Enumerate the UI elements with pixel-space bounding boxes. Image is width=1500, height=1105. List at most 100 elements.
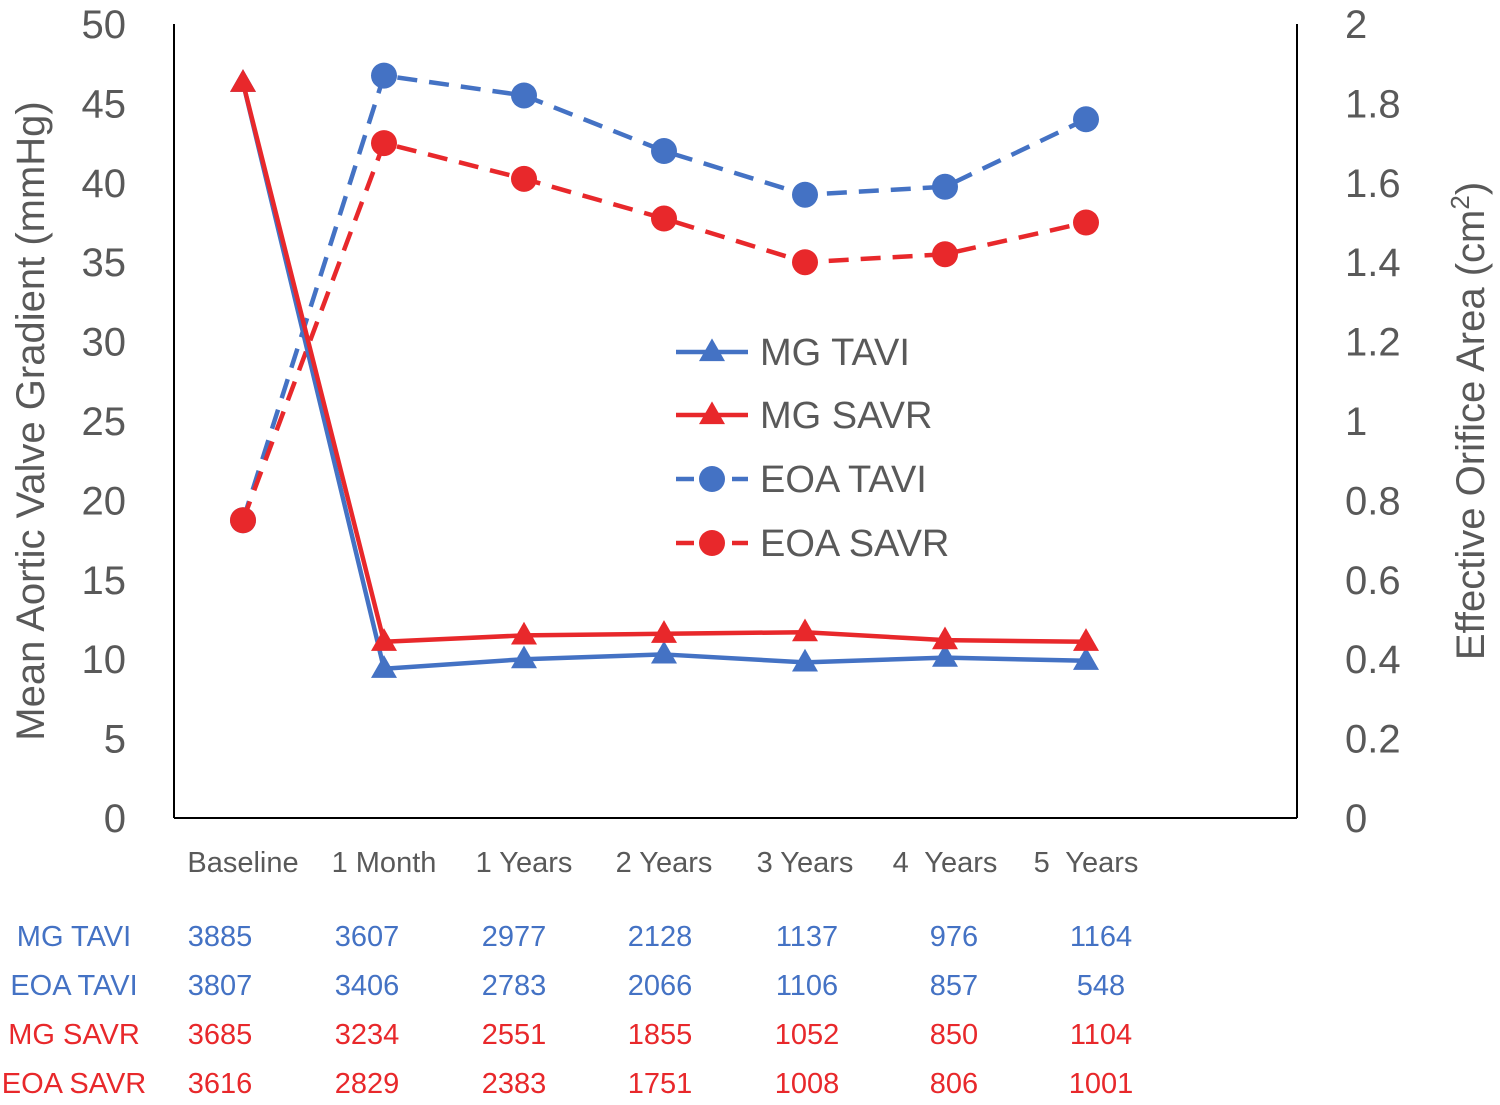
series-layer [230,62,1099,678]
legend: MG TAVI MG SAVR EOA TAVI EOA SAVR [676,332,949,565]
left-tick-label: 5 [104,718,126,762]
x-tick-label: 5 Years [1034,847,1139,879]
risk-cell: 1001 [1069,1068,1134,1100]
legend-item-eoa-savr: EOA SAVR [676,523,949,565]
right-tick-label: 0 [1345,797,1367,841]
right-tick-label: 0.4 [1345,638,1401,682]
right-tick-label: 1.6 [1345,162,1401,206]
left-tick-label: 20 [82,479,127,523]
x-axis-ticks: Baseline 1 Month 1 Years 2 Years 3 Years 4 Ye… [187,847,1138,879]
series-line-eoa-savr [240,140,1087,522]
data-point-eoa-savr [230,507,256,534]
risk-cell: 857 [930,970,978,1002]
left-tick-label: 10 [82,638,127,682]
data-point-eoa-tavi [651,138,677,165]
x-tick-label: Baseline [187,847,298,879]
legend-marker [699,466,725,492]
risk-cell: 3685 [188,1019,253,1051]
risk-cell: 2383 [482,1068,547,1100]
right-y-axis-ticks: 0 0.2 0.4 0.6 0.8 1 1.2 1.4 1.6 1.8 2 [1345,3,1401,841]
left-tick-label: 25 [82,400,127,444]
right-tick-label: 0.8 [1345,479,1401,523]
risk-cell: 1751 [628,1068,693,1100]
data-point-mg-savr [230,69,256,92]
risk-cell: 2128 [628,921,693,953]
risk-row-label: EOA TAVI [10,970,137,1002]
risk-row-label: MG SAVR [8,1019,140,1051]
risk-cell: 1106 [776,970,838,1002]
risk-cell: 3406 [335,970,400,1002]
right-tick-label: 0.6 [1345,559,1401,603]
legend-label: EOA SAVR [760,523,949,565]
data-point-eoa-savr [1073,209,1099,236]
left-tick-label: 0 [104,797,126,841]
risk-row-label: EOA SAVR [2,1068,147,1100]
risk-cell: 1052 [775,1019,840,1051]
data-point-eoa-tavi [371,62,397,89]
left-tick-label: 15 [82,559,127,603]
right-tick-label: 1 [1345,400,1367,444]
risk-row-mg-savr: MG SAVR 3685 3234 2551 1855 1052 850 1104 [8,1019,1132,1051]
data-point-mg-savr [651,620,677,643]
right-y-axis-label-sup: 2 [1445,195,1475,209]
risk-cell: 3885 [188,921,253,953]
data-point-eoa-tavi [1073,106,1099,133]
risk-cell: 2066 [628,970,693,1002]
risk-row-eoa-tavi: EOA TAVI 3807 3406 2783 2066 1106 857 548 [10,970,1125,1002]
left-tick-label: 40 [82,162,127,206]
data-point-eoa-tavi [932,173,958,200]
data-point-mg-savr [511,621,537,645]
risk-row-mg-tavi: MG TAVI 3885 3607 2977 2128 1137 976 1164 [17,921,1132,953]
right-tick-label: 0.2 [1345,718,1401,762]
series-eoa-tavi [230,62,1099,534]
data-point-mg-savr [371,628,397,651]
data-point-mg-tavi [511,645,537,669]
data-point-mg-tavi [371,655,397,678]
right-y-axis-label: Effective Orifice Area (cm2) [1445,182,1493,660]
legend-item-mg-tavi: MG TAVI [676,332,910,374]
left-tick-label: 30 [82,321,127,365]
risk-cell: 850 [930,1019,978,1051]
legend-item-mg-savr: MG SAVR [676,395,932,437]
risk-cell: 3607 [335,921,400,953]
data-point-mg-tavi [932,643,958,667]
data-point-eoa-savr [932,241,958,268]
left-tick-label: 50 [82,3,127,47]
risk-cell: 1104 [1070,1019,1132,1051]
data-point-mg-tavi [1073,647,1099,670]
data-point-mg-savr [932,626,958,650]
risk-cell: 3807 [188,970,253,1002]
x-tick-label: 4 Years [893,847,998,879]
x-tick-label: 1 Month [332,847,437,879]
risk-cell: 3616 [188,1068,253,1100]
left-tick-label: 45 [82,82,127,126]
x-tick-label: 2 Years [616,847,713,879]
x-tick-label: 1 Years [476,847,573,879]
data-point-eoa-savr [511,165,537,192]
risk-cell: 806 [930,1068,978,1100]
axes [173,24,1298,819]
x-tick-label: 3 Years [757,847,854,879]
series-mg-savr [230,69,1099,651]
right-y-axis-label-main: Effective Orifice Area (cm [1449,210,1493,661]
risk-cell: 3234 [335,1019,400,1051]
risk-cell: 2829 [335,1068,400,1100]
risk-row-eoa-savr: EOA SAVR 3616 2829 2383 1751 1008 806 1001 [2,1068,1134,1100]
risk-row-label: MG TAVI [17,921,131,953]
legend-label: MG SAVR [760,395,932,437]
data-point-eoa-savr [371,130,397,157]
series-mg-tavi [230,69,1099,678]
left-y-axis-ticks: 0 5 10 15 20 25 30 35 40 45 50 [82,3,127,841]
legend-marker [699,338,725,362]
legend-label: EOA TAVI [760,459,927,501]
legend-marker [699,530,725,556]
series-eoa-savr [230,130,1099,534]
data-point-eoa-tavi [792,181,818,208]
risk-cell: 976 [930,921,978,953]
data-point-eoa-savr [792,249,818,276]
series-line-mg-savr [240,82,1087,644]
left-tick-label: 35 [82,241,127,285]
data-point-eoa-tavi [511,82,537,109]
right-tick-label: 1.8 [1345,82,1401,126]
data-point-mg-tavi [792,648,818,672]
